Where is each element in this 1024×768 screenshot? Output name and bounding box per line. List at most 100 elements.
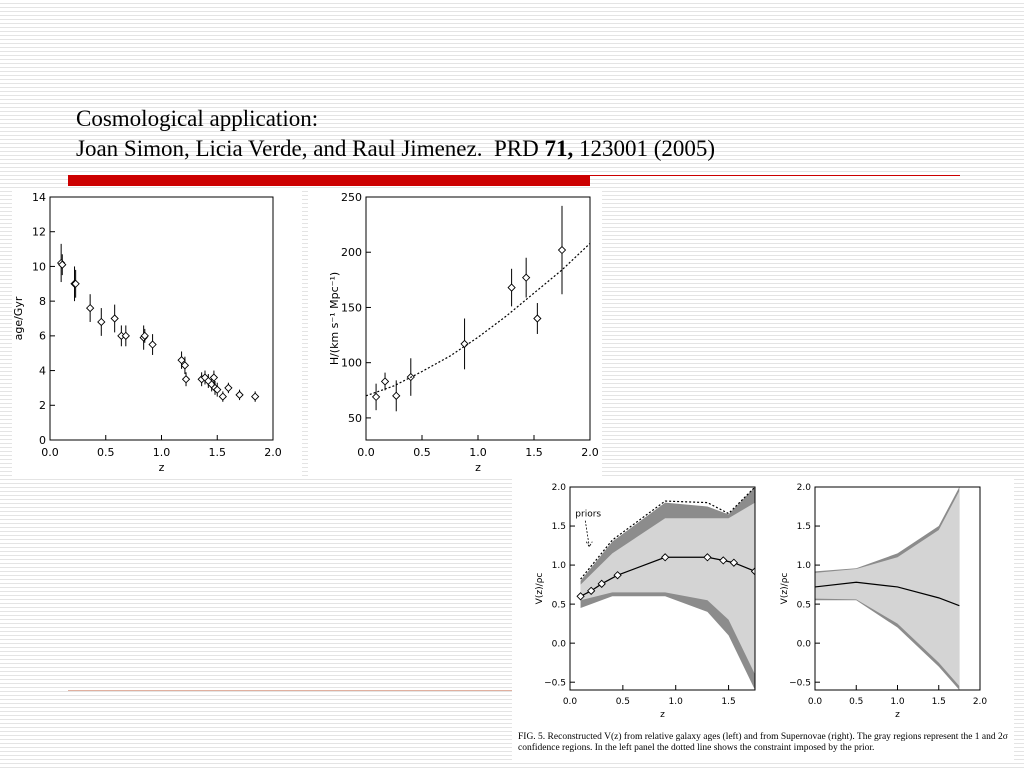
curve <box>815 581 960 607</box>
y-tick-label: 2.0 <box>797 483 812 493</box>
data-point <box>719 556 728 565</box>
data-point <box>110 314 119 323</box>
x-tick-label: 1.0 <box>469 446 487 459</box>
plot-area <box>576 487 755 690</box>
y-axis-label: V(z)/ρc <box>780 573 790 605</box>
x-tick-label: 1.0 <box>890 697 905 707</box>
x-tick-label: 2.0 <box>581 446 599 459</box>
y-tick-label: 1.5 <box>797 522 811 532</box>
x-tick-label: 2.0 <box>264 446 282 459</box>
title-line: Joan Simon, Licia Verde, and Raul Jimene… <box>76 136 715 162</box>
dotted-curve <box>366 242 590 397</box>
y-tick-label: 0.0 <box>552 639 567 649</box>
data-point <box>213 385 222 394</box>
data-point <box>58 260 67 269</box>
accent-bar <box>68 175 590 186</box>
data-point <box>576 592 585 601</box>
title-text: 123001 (2005) <box>573 136 716 161</box>
confidence-band <box>580 502 755 675</box>
plot-area <box>815 487 960 690</box>
data-point <box>507 283 516 292</box>
dotted-curve <box>580 487 755 580</box>
data-point <box>522 273 531 282</box>
data-point <box>86 303 95 313</box>
y-tick-label: −0.5 <box>544 678 566 688</box>
data-point <box>121 331 130 340</box>
title-volume: 71, <box>544 136 574 161</box>
y-tick-label: 1.0 <box>797 561 812 571</box>
x-tick-label: 1.5 <box>525 446 543 459</box>
x-tick-label: 0.0 <box>563 697 578 707</box>
caption: FIG. 5. Reconstructed V(z) from relative… <box>518 731 1008 742</box>
y-tick-label: −0.5 <box>789 678 811 688</box>
x-tick-label: 0.5 <box>849 697 863 707</box>
data-point <box>750 567 755 576</box>
y-axis-label: age/Gyr <box>12 296 25 340</box>
data-point <box>380 377 390 386</box>
data-point <box>587 586 596 595</box>
x-axis-label: z <box>475 461 481 474</box>
x-axis-label: z <box>895 710 900 720</box>
y-tick-label: 12 <box>32 226 46 239</box>
y-tick-label: 8 <box>39 295 46 308</box>
data-point <box>729 558 738 567</box>
data-point <box>613 571 622 580</box>
x-axis-label: z <box>660 710 665 720</box>
x-tick-label: 0.0 <box>41 446 59 459</box>
y-tick-label: 0.5 <box>552 600 566 610</box>
y-axis-label: V(z)/ρc <box>535 573 545 605</box>
plot-frame <box>569 486 756 691</box>
x-tick-label: 1.5 <box>209 446 227 459</box>
data-point <box>218 392 227 401</box>
y-tick-label: 10 <box>32 260 46 273</box>
annotation: priors <box>575 510 601 520</box>
plot-area <box>57 243 260 402</box>
y-tick-label: 1.5 <box>552 522 566 532</box>
title-text: Joan Simon, Licia Verde, and Raul Jimene… <box>76 136 545 161</box>
y-tick-label: 4 <box>39 364 46 377</box>
confidence-band <box>815 490 960 687</box>
annotation-arrow <box>584 520 593 548</box>
y-axis-label: H/(km s⁻¹ Mpc⁻¹) <box>328 272 341 365</box>
data-point <box>71 279 80 288</box>
y-tick-label: 200 <box>341 246 362 259</box>
x-tick-label: 1.0 <box>669 697 684 707</box>
data-point <box>140 331 149 340</box>
data-point <box>661 553 670 562</box>
y-tick-label: 150 <box>341 301 362 314</box>
panel <box>308 188 602 478</box>
plot-area <box>366 205 590 412</box>
x-tick-label: 0.5 <box>413 446 431 459</box>
y-tick-label: 100 <box>341 357 362 370</box>
x-tick-label: 0.5 <box>97 446 115 459</box>
x-tick-label: 0.0 <box>808 697 823 707</box>
x-axis-label: z <box>159 461 165 474</box>
data-point <box>224 383 233 393</box>
y-tick-label: 2.0 <box>552 483 567 493</box>
x-tick-label: 1.0 <box>153 446 171 459</box>
data-point <box>181 375 191 384</box>
y-tick-label: 50 <box>348 412 362 425</box>
data-point <box>180 361 190 370</box>
data-point <box>148 340 157 349</box>
y-tick-label: 6 <box>39 330 46 343</box>
data-point <box>235 390 244 400</box>
data-point <box>251 392 260 401</box>
x-tick-label: 0.5 <box>616 697 630 707</box>
caption: confidence regions. In the left panel th… <box>518 742 874 753</box>
x-tick-label: 1.5 <box>932 697 946 707</box>
data-point <box>97 317 106 327</box>
data-point <box>597 579 606 588</box>
data-point <box>557 245 567 255</box>
y-tick-label: 0.0 <box>797 639 812 649</box>
panel <box>12 188 302 478</box>
data-point <box>703 553 712 562</box>
y-tick-label: 0 <box>39 434 46 447</box>
x-tick-label: 2.0 <box>973 697 988 707</box>
title-line: Cosmological application: <box>76 106 319 131</box>
data-point <box>177 356 186 365</box>
data-point <box>533 314 542 323</box>
y-tick-label: 250 <box>341 191 362 204</box>
